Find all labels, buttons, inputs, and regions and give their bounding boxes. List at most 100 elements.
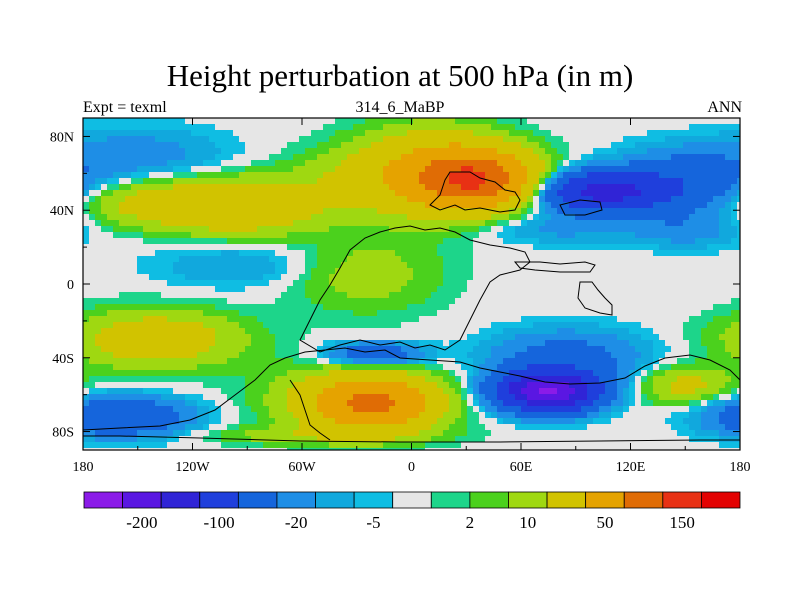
field-cell — [665, 232, 672, 239]
field-cell — [581, 154, 588, 161]
field-cell — [467, 214, 474, 221]
field-cell — [605, 142, 612, 149]
field-cell — [659, 358, 666, 365]
field-cell — [197, 292, 204, 299]
field-cell — [545, 280, 552, 287]
field-cell — [221, 346, 228, 353]
field-cell — [575, 166, 582, 173]
field-cell — [167, 292, 174, 299]
field-cell — [707, 280, 714, 287]
field-cell — [533, 142, 540, 149]
field-cell — [647, 154, 654, 161]
field-cell — [473, 184, 480, 191]
field-cell — [593, 286, 600, 293]
field-cell — [641, 208, 648, 215]
field-cell — [137, 214, 144, 221]
field-cell — [113, 130, 120, 137]
field-cell — [233, 232, 240, 239]
field-cell — [317, 142, 324, 149]
field-cell — [347, 304, 354, 311]
field-cell — [365, 262, 372, 269]
field-cell — [485, 340, 492, 347]
field-cell — [245, 232, 252, 239]
field-cell — [149, 382, 156, 389]
field-cell — [119, 196, 126, 203]
field-cell — [545, 298, 552, 305]
field-cell — [557, 310, 564, 317]
field-cell — [395, 352, 402, 359]
field-cell — [593, 346, 600, 353]
field-cell — [509, 118, 516, 125]
field-cell — [341, 208, 348, 215]
field-cell — [275, 280, 282, 287]
field-cell — [377, 166, 384, 173]
field-cell — [113, 184, 120, 191]
field-cell — [461, 118, 468, 125]
field-cell — [671, 196, 678, 203]
field-cell — [689, 184, 696, 191]
field-cell — [473, 268, 480, 275]
field-cell — [185, 190, 192, 197]
field-cell — [707, 202, 714, 209]
field-cell — [653, 166, 660, 173]
field-cell — [377, 370, 384, 377]
field-cell — [587, 280, 594, 287]
field-cell — [629, 154, 636, 161]
field-cell — [641, 334, 648, 341]
field-cell — [395, 328, 402, 335]
field-cell — [707, 310, 714, 317]
field-cell — [269, 316, 276, 323]
field-cell — [167, 358, 174, 365]
field-cell — [95, 148, 102, 155]
field-cell — [299, 238, 306, 245]
field-cell — [515, 142, 522, 149]
field-cell — [611, 196, 618, 203]
field-cell — [695, 334, 702, 341]
field-cell — [365, 208, 372, 215]
field-cell — [269, 160, 276, 167]
field-cell — [119, 328, 126, 335]
field-cell — [173, 358, 180, 365]
field-cell — [653, 346, 660, 353]
field-cell — [101, 388, 108, 395]
field-cell — [227, 274, 234, 281]
field-cell — [371, 304, 378, 311]
field-cell — [677, 214, 684, 221]
field-cell — [515, 184, 522, 191]
field-cell — [131, 184, 138, 191]
field-cell — [233, 196, 240, 203]
field-cell — [383, 238, 390, 245]
field-cell — [701, 214, 708, 221]
field-cell — [173, 244, 180, 251]
field-cell — [269, 148, 276, 155]
field-cell — [287, 166, 294, 173]
field-cell — [125, 382, 132, 389]
field-cell — [137, 154, 144, 161]
field-cell — [431, 208, 438, 215]
field-cell — [101, 196, 108, 203]
field-cell — [695, 280, 702, 287]
field-cell — [257, 310, 264, 317]
field-cell — [341, 328, 348, 335]
field-cell — [677, 286, 684, 293]
field-cell — [167, 226, 174, 233]
field-cell — [539, 220, 546, 227]
field-cell — [311, 346, 318, 353]
field-cell — [371, 184, 378, 191]
field-cell — [167, 172, 174, 179]
field-cell — [221, 244, 228, 251]
field-cell — [665, 298, 672, 305]
field-cell — [389, 310, 396, 317]
field-cell — [671, 334, 678, 341]
field-cell — [167, 340, 174, 347]
field-cell — [311, 160, 318, 167]
field-cell — [161, 364, 168, 371]
field-cell — [587, 142, 594, 149]
field-cell — [509, 238, 516, 245]
field-cell — [89, 232, 96, 239]
field-cell — [401, 262, 408, 269]
field-cell — [113, 196, 120, 203]
field-cell — [551, 346, 558, 353]
field-cell — [335, 388, 342, 395]
field-cell — [161, 142, 168, 149]
